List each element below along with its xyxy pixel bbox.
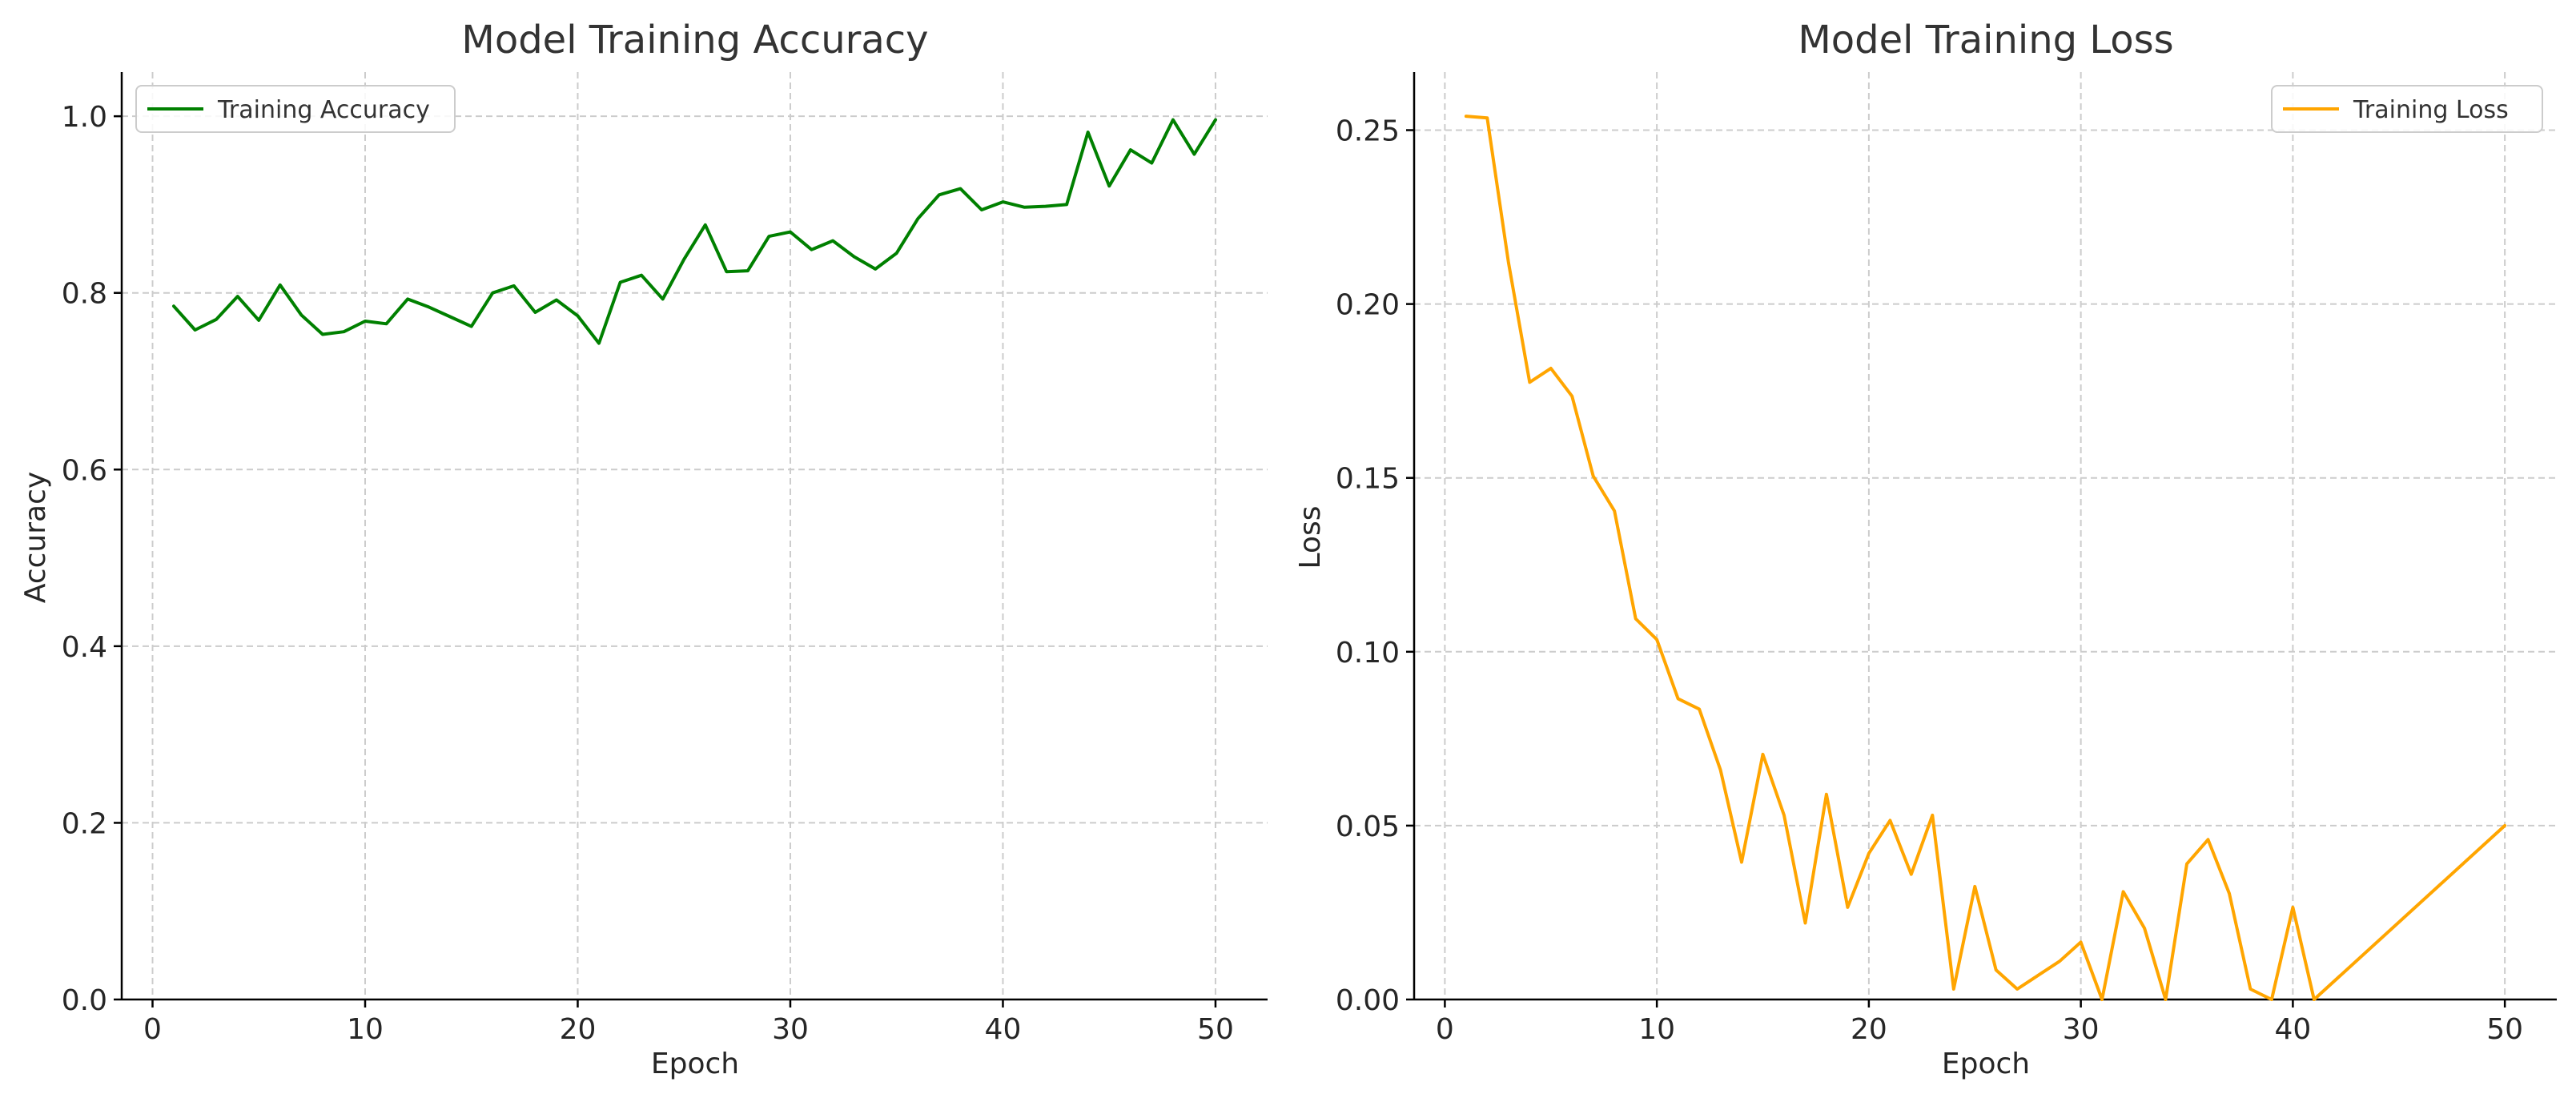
accuracy-legend: Training Accuracy — [135, 85, 456, 133]
accuracy-x-tick-label: 40 — [985, 1013, 1022, 1046]
loss-series-line — [1464, 115, 2507, 1001]
loss-x-axis-label: Epoch — [1942, 1048, 2030, 1080]
accuracy-legend-label: Training Accuracy — [217, 96, 430, 124]
accuracy-x-tick-label: 20 — [560, 1013, 597, 1046]
accuracy-series-line — [172, 118, 1217, 345]
accuracy-x-axis-label: Epoch — [651, 1048, 739, 1080]
loss-y-tick-label: 0.20 — [1336, 289, 1400, 322]
accuracy-y-axis-label: Accuracy — [19, 472, 52, 603]
loss-x-tick-label: 30 — [2063, 1013, 2100, 1046]
accuracy-chart: 0 10 20 30 40 50 0.0 0.2 0.4 0.6 0.8 1.0 Training A… — [19, 18, 1268, 1080]
accuracy-x-tick-label: 50 — [1197, 1013, 1234, 1046]
accuracy-grid — [122, 72, 1268, 1000]
loss-legend-label: Training Loss — [2353, 96, 2509, 124]
accuracy-axes — [120, 72, 1268, 1001]
loss-grid — [1414, 72, 2557, 1000]
loss-legend-box — [2271, 85, 2543, 133]
accuracy-y-tick-label: 0.0 — [62, 984, 107, 1017]
accuracy-chart-title: Model Training Accuracy — [461, 18, 928, 62]
loss-y-tick-label: 0.00 — [1336, 984, 1400, 1017]
accuracy-y-tick-label: 0.6 — [62, 454, 107, 487]
accuracy-x-tick-label: 0 — [143, 1013, 162, 1046]
loss-x-tick-label: 20 — [1851, 1013, 1887, 1046]
loss-x-tick-label: 0 — [1436, 1013, 1454, 1046]
loss-y-tick-label: 0.15 — [1336, 463, 1400, 496]
loss-axes — [1413, 72, 2557, 1001]
loss-legend: Training Loss — [2271, 85, 2543, 133]
loss-series — [1464, 115, 2507, 1001]
loss-y-tick-label: 0.10 — [1336, 637, 1400, 670]
loss-chart: 0 10 20 30 40 50 0.00 0.05 0.10 0.15 0.20 0.25 Trai… — [1294, 18, 2557, 1080]
loss-ticks: 0 10 20 30 40 50 0.00 0.05 0.10 0.15 0.20 0.25 — [1336, 115, 2523, 1046]
loss-y-tick-label: 0.05 — [1336, 810, 1400, 843]
accuracy-ticks: 0 10 20 30 40 50 0.0 0.2 0.4 0.6 0.8 1.0 — [62, 101, 1234, 1046]
accuracy-legend-box — [135, 85, 456, 133]
loss-y-axis-label: Loss — [1294, 506, 1327, 569]
accuracy-x-tick-label: 10 — [347, 1013, 384, 1046]
accuracy-y-tick-label: 1.0 — [62, 101, 107, 134]
accuracy-series — [172, 118, 1217, 345]
loss-x-tick-label: 10 — [1638, 1013, 1675, 1046]
accuracy-y-tick-label: 0.8 — [62, 278, 107, 311]
accuracy-y-tick-label: 0.2 — [62, 807, 107, 840]
loss-chart-title: Model Training Loss — [1798, 18, 2173, 62]
loss-x-tick-label: 40 — [2274, 1013, 2311, 1046]
loss-y-tick-label: 0.25 — [1336, 115, 1400, 148]
accuracy-x-tick-label: 30 — [772, 1013, 809, 1046]
loss-x-tick-label: 50 — [2486, 1013, 2523, 1046]
accuracy-y-tick-label: 0.4 — [62, 631, 107, 664]
